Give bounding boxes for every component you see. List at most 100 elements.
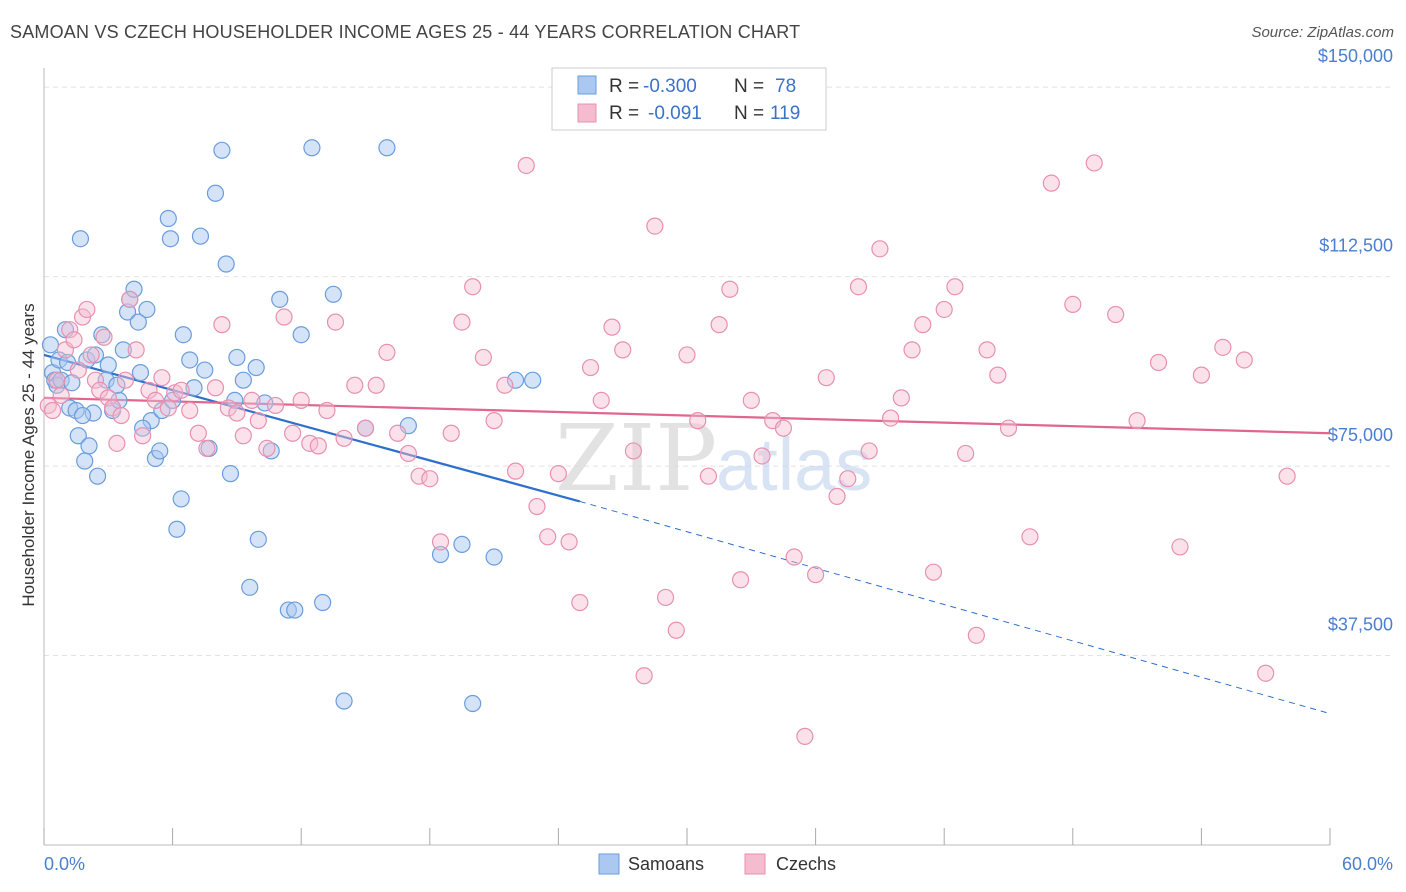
czech-point — [678, 346, 696, 364]
czech-point — [646, 217, 664, 235]
czech-point — [181, 401, 199, 420]
czech-point — [421, 470, 439, 488]
czech-point — [667, 621, 685, 639]
czech-point — [61, 321, 79, 339]
czech-point — [753, 447, 771, 465]
samoan-point — [249, 530, 267, 548]
czech-point — [699, 467, 718, 485]
czech-point — [326, 313, 345, 331]
czech-point — [275, 308, 293, 326]
czech-point — [258, 439, 276, 457]
czech-point — [1021, 528, 1039, 546]
czech-point — [796, 727, 814, 745]
czech-point — [159, 399, 177, 417]
samoan-trend-extension — [579, 500, 1331, 715]
czech-point — [849, 278, 868, 296]
czech-point — [318, 401, 336, 420]
czech-point — [903, 341, 921, 359]
samoan-point — [185, 379, 203, 397]
samoan-point — [138, 300, 156, 319]
czech-point — [464, 278, 482, 296]
czech-point — [474, 348, 492, 367]
bottom-legend-czechs: Czechs — [776, 854, 836, 874]
czech-point — [592, 391, 610, 409]
czech-point — [410, 467, 428, 485]
czech-point — [485, 412, 503, 430]
bottom-legend-swatch-samoans — [598, 853, 620, 875]
czech-point — [284, 424, 302, 442]
samoan-point — [114, 341, 132, 359]
samoan-point — [221, 465, 240, 483]
samoan-point — [131, 364, 150, 382]
czech-point — [571, 593, 589, 612]
legend-r-czech: -0.091 — [648, 103, 702, 124]
czech-point — [731, 571, 750, 589]
czech-point — [1107, 305, 1125, 324]
czech-point — [721, 280, 739, 298]
czech-point — [506, 462, 525, 480]
samoan-point — [73, 406, 92, 425]
axes: $37,500 $75,000 $112,500 $150,000 0.0% 60.0% — [43, 46, 1393, 874]
samoan-point — [41, 336, 60, 354]
czech-point — [1192, 366, 1211, 384]
czech-point — [517, 156, 535, 175]
czech-point — [924, 563, 943, 581]
czech-point — [957, 444, 975, 463]
samoan-point — [88, 467, 107, 485]
czech-point — [172, 381, 190, 399]
czech-point — [603, 318, 621, 336]
samoan-point — [506, 371, 525, 389]
czech-point — [116, 371, 135, 389]
czech-point — [774, 419, 793, 437]
y-tick-label: $150,000 — [1318, 46, 1393, 66]
czech-point — [356, 419, 375, 437]
czech-point — [127, 341, 145, 359]
czech-point — [442, 424, 460, 442]
czech-point — [978, 341, 996, 359]
legend-n-samoan: 78 — [775, 76, 796, 97]
chart-title: SAMOAN VS CZECH HOUSEHOLDER INCOME AGES … — [10, 22, 801, 42]
czech-point — [112, 406, 130, 425]
czech-point — [82, 346, 100, 364]
czech-point — [95, 328, 113, 346]
samoan-point — [206, 184, 225, 202]
samoan-point — [80, 437, 98, 455]
samoan-point — [217, 255, 235, 273]
czech-point — [1214, 338, 1232, 356]
czech-point — [99, 389, 117, 407]
x-tick-label: 0.0% — [44, 854, 85, 874]
czech-point — [528, 497, 546, 516]
y-tick-label: $112,500 — [1319, 236, 1393, 256]
czech-point — [1257, 664, 1275, 682]
samoan-point — [159, 209, 177, 228]
czech-point — [785, 548, 803, 566]
czech-point — [378, 343, 396, 362]
czech-point — [108, 434, 126, 452]
grid-lines — [44, 86, 1392, 657]
legend-n-czech: 119 — [770, 103, 800, 124]
samoan-points — [41, 139, 542, 713]
y-axis-label: Householder Income Ages 25 - 44 years — [19, 303, 38, 606]
czech-point — [935, 300, 953, 319]
czech-point — [453, 313, 471, 331]
czech-point — [52, 386, 70, 404]
czech-point — [346, 376, 364, 394]
samoan-point — [213, 141, 231, 159]
czech-point — [213, 316, 231, 334]
czech-point — [914, 316, 932, 334]
czech-point — [839, 470, 857, 488]
y-tick-label: $37,500 — [1328, 615, 1393, 635]
czech-point — [967, 626, 985, 644]
samoan-point — [286, 601, 304, 619]
czech-point — [48, 371, 66, 389]
czech-point — [549, 465, 568, 483]
samoan-point — [76, 452, 94, 470]
czech-point — [189, 424, 207, 442]
czech-point — [266, 396, 285, 415]
czech-point — [892, 389, 910, 407]
samoan-point — [485, 548, 503, 566]
samoan-point — [292, 326, 310, 344]
czech-point — [828, 487, 846, 505]
samoan-point — [196, 361, 214, 379]
czech-point — [243, 391, 261, 409]
